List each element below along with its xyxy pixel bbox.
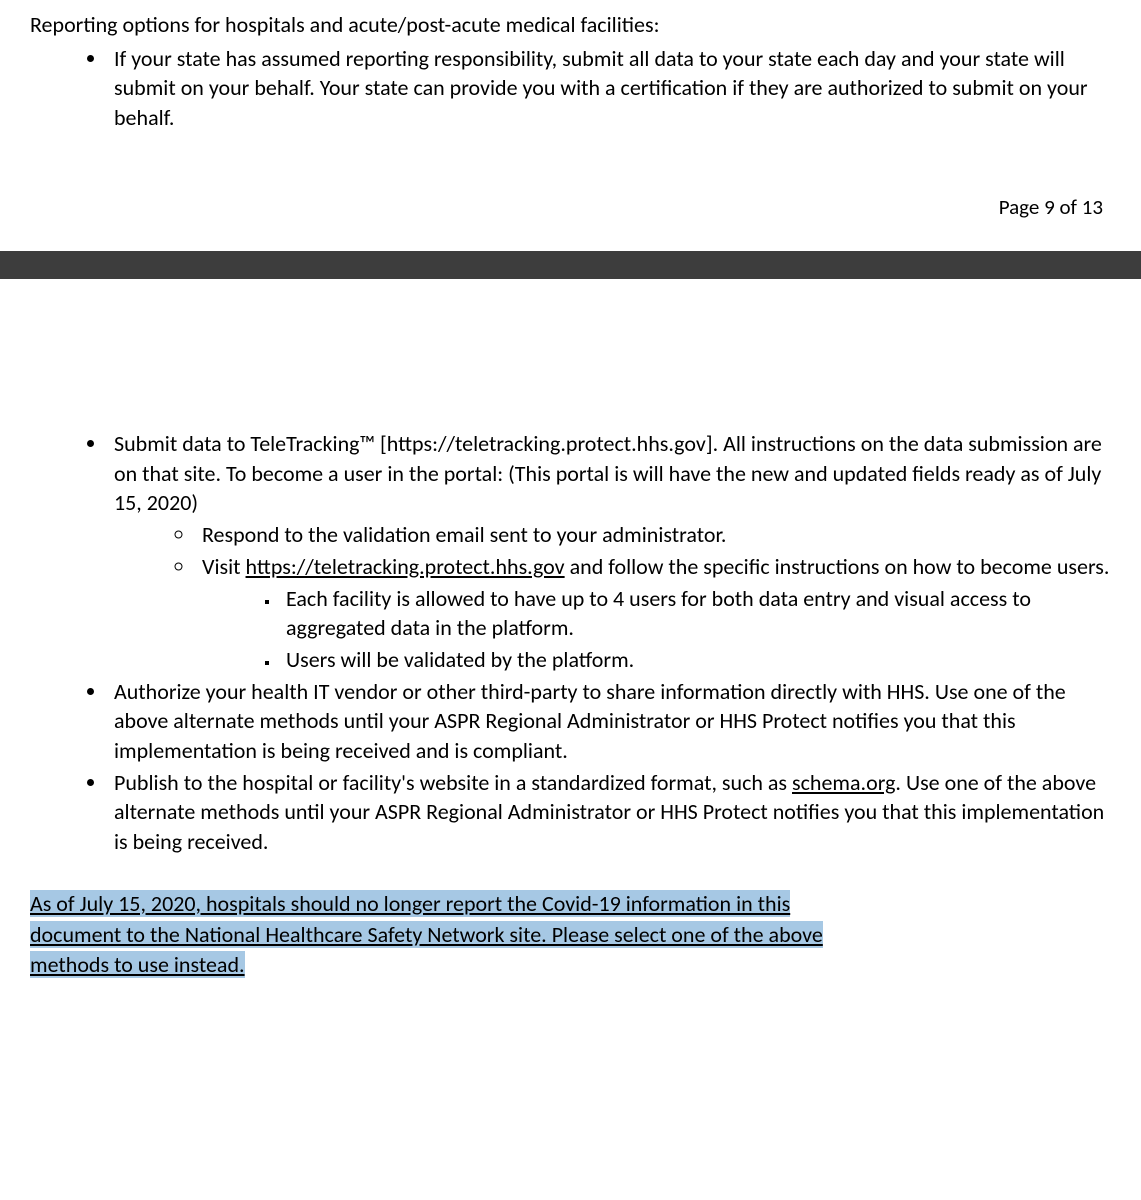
options-list-part2: Submit data to TeleTracking™ [https://te…	[30, 429, 1111, 857]
teletracking-steps: Respond to the validation email sent to …	[114, 520, 1111, 674]
intro-text: Reporting options for hospitals and acut…	[30, 10, 1111, 40]
step-validation-email: Respond to the validation email sent to …	[196, 520, 1111, 550]
publish-pre: Publish to the hospital or facility's we…	[114, 769, 792, 796]
nhsn-notice-line3: methods to use instead.	[30, 951, 245, 978]
visit-post: and follow the specific instructions on …	[565, 553, 1110, 580]
option-it-vendor: Authorize your health IT vendor or other…	[108, 677, 1111, 766]
page-9-section: Reporting options for hospitals and acut…	[0, 0, 1141, 251]
page-break-divider	[0, 251, 1141, 279]
options-list-part1: If your state has assumed reporting resp…	[30, 44, 1111, 133]
step-visit-site: Visit https://teletracking.protect.hhs.g…	[196, 552, 1111, 675]
teletracking-link[interactable]: https://teletracking.protect.hhs.gov	[246, 553, 565, 580]
visit-pre: Visit	[202, 553, 246, 580]
option-teletracking: Submit data to TeleTracking™ [https://te…	[108, 429, 1111, 675]
page-number: Page 9 of 13	[30, 193, 1111, 221]
nhsn-notice-line2: document to the National Healthcare Safe…	[30, 921, 823, 948]
option-publish-website: Publish to the hospital or facility's we…	[108, 768, 1111, 857]
nhsn-notice-line1: As of July 15, 2020, hospitals should no…	[30, 890, 790, 917]
user-rules: Each facility is allowed to have up to 4…	[202, 584, 1111, 675]
teletracking-text: Submit data to TeleTracking™ [https://te…	[114, 430, 1102, 516]
page-10-section: Submit data to TeleTracking™ [https://te…	[0, 279, 1141, 1011]
nhsn-notice: As of July 15, 2020, hospitals should no…	[30, 889, 1111, 981]
option-state-reporting: If your state has assumed reporting resp…	[108, 44, 1111, 133]
schema-org-link[interactable]: schema.org	[792, 769, 895, 796]
rule-four-users: Each facility is allowed to have up to 4…	[280, 584, 1111, 643]
rule-validation: Users will be validated by the platform.	[280, 645, 1111, 675]
